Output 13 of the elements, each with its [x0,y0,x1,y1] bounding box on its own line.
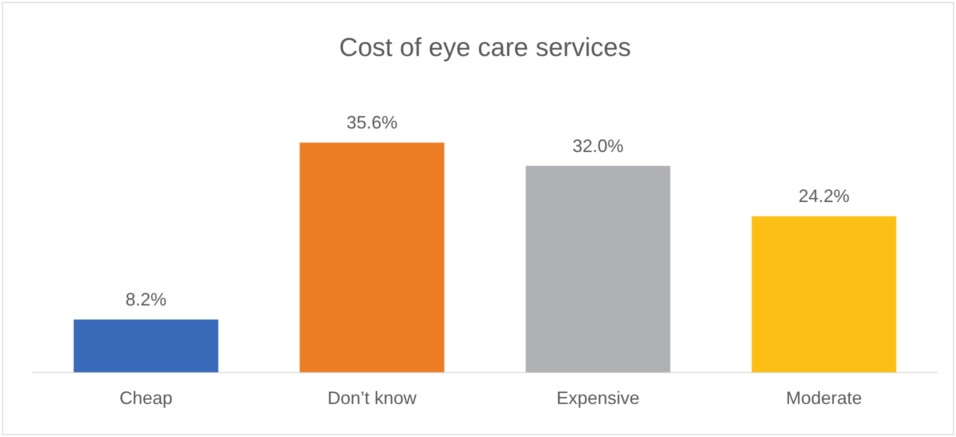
x-tick-label: Expensive [556,388,640,408]
x-tick-label: Cheap [119,388,173,408]
x-tick-label: Moderate [786,388,862,408]
data-label: 35.6% [346,112,398,133]
bar [74,319,218,372]
data-label: 8.2% [125,289,167,310]
bar [300,142,444,372]
data-label: 32.0% [572,136,624,156]
bar [752,216,896,372]
bar [526,166,670,372]
chart-title: Cost of eye care services [339,32,631,62]
x-tick-label: Don’t know [327,388,418,408]
data-label: 24.2% [798,186,850,206]
